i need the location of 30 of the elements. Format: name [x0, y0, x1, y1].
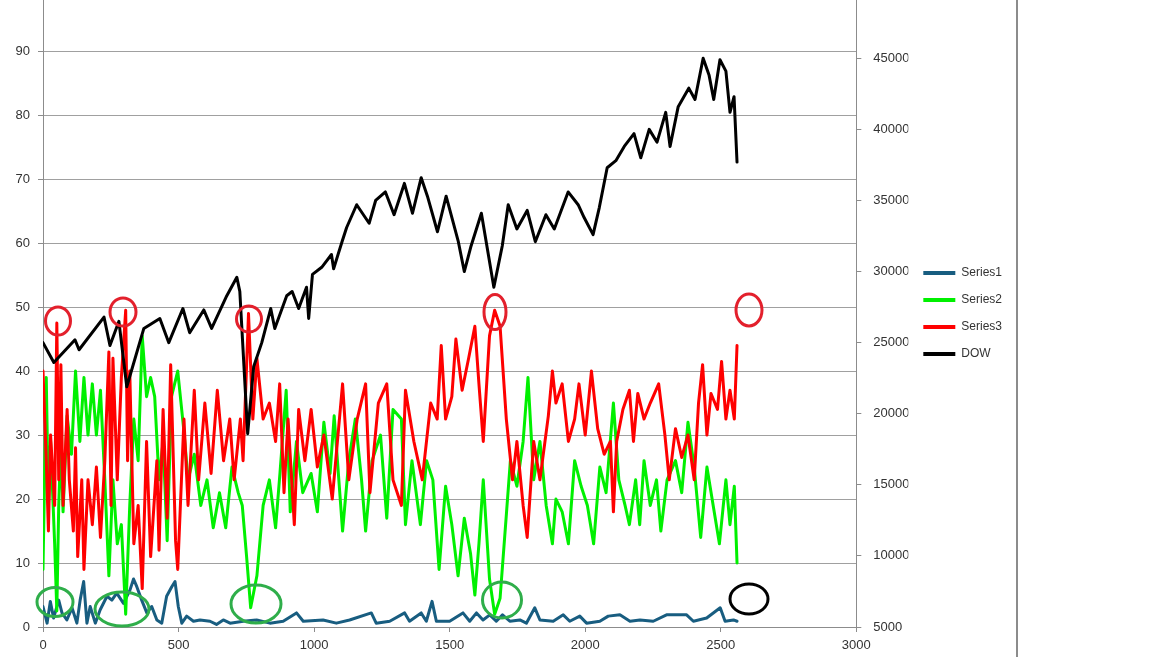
y2-tick-label: 15000: [873, 476, 910, 492]
x-tick-label: 0: [39, 637, 47, 653]
y-tick-label: 90: [15, 42, 30, 58]
y2-tick-label: 30000: [873, 263, 910, 279]
legend-label: Series2: [961, 292, 1003, 307]
x-tick-label: 2500: [706, 637, 736, 653]
y-tick-label: 80: [15, 106, 30, 122]
y-tick-label: 30: [15, 426, 30, 442]
y-tick-label: 20: [15, 490, 30, 506]
y-tick-label: 70: [15, 170, 30, 186]
legend-label: Series1: [961, 265, 1003, 280]
x-tick-label: 3000: [841, 637, 871, 653]
x-tick-label: 2000: [570, 637, 600, 653]
y2-tick-label: 10000: [873, 547, 910, 563]
x-tick-label: 1500: [435, 637, 465, 653]
y-tick-label: 50: [15, 298, 30, 314]
legend-label: Series3: [961, 319, 1003, 334]
y2-tick-label: 40000: [873, 120, 910, 136]
y2-tick-label: 5000: [873, 618, 903, 634]
y-tick-label: 0: [22, 618, 30, 634]
y2-tick-label: 45000: [873, 49, 910, 65]
y-tick-label: 60: [15, 234, 30, 250]
x-tick-label: 1000: [299, 637, 329, 653]
y-tick-label: 40: [15, 362, 30, 378]
x-tick-label: 500: [167, 637, 190, 653]
y2-tick-label: 25000: [873, 334, 910, 350]
y-tick-label: 10: [15, 554, 30, 570]
y2-tick-label: 20000: [873, 405, 910, 421]
y2-tick-label: 35000: [873, 192, 910, 208]
legend-label: DOW: [961, 346, 992, 361]
